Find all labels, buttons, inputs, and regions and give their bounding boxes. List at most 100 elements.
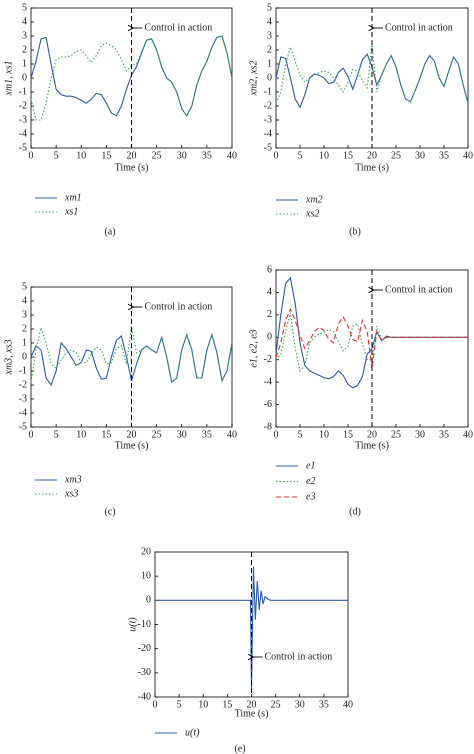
x-tick-label: 15 bbox=[222, 699, 232, 710]
legend-label: xm3 bbox=[64, 474, 82, 485]
y-tick-label: -6 bbox=[264, 399, 272, 410]
x-axis-label: Time (s) bbox=[115, 440, 149, 451]
panel-caption: (e) bbox=[234, 743, 245, 754]
panel-caption: (a) bbox=[104, 226, 115, 237]
y-tick-label: -5 bbox=[19, 421, 27, 432]
y-tick-label: -2 bbox=[19, 100, 27, 111]
y-tick-label: 20 bbox=[141, 546, 151, 557]
legend-label: xs1 bbox=[64, 206, 78, 217]
x-tick-label: 25 bbox=[152, 429, 162, 440]
x-tick-label: 30 bbox=[177, 429, 187, 440]
y-tick-label: 5 bbox=[22, 281, 27, 292]
y-tick-label: 0 bbox=[22, 72, 27, 83]
y-axis-label: e1, e2, e3 bbox=[248, 329, 259, 367]
y-tick-label: 4 bbox=[22, 295, 27, 306]
panel-caption: (c) bbox=[104, 506, 115, 517]
x-tick-label: 0 bbox=[153, 699, 158, 710]
y-tick-label: 5 bbox=[267, 2, 272, 13]
x-tick-label: 40 bbox=[227, 429, 237, 440]
x-tick-label: 0 bbox=[29, 150, 34, 161]
y-tick-label: -30 bbox=[138, 667, 151, 678]
series-line bbox=[155, 566, 348, 693]
y-tick-label: -1 bbox=[19, 86, 27, 97]
y-tick-label: 4 bbox=[267, 287, 272, 298]
y-tick-label: -4 bbox=[264, 128, 272, 139]
y-tick-label: -20 bbox=[138, 643, 151, 654]
y-tick-label: -2 bbox=[19, 379, 27, 390]
y-tick-label: -3 bbox=[264, 114, 272, 125]
y-tick-label: 2 bbox=[22, 323, 27, 334]
x-tick-label: 40 bbox=[227, 150, 237, 161]
y-tick-label: -4 bbox=[19, 407, 27, 418]
y-tick-label: 4 bbox=[267, 16, 272, 27]
legend-label: xm1 bbox=[64, 192, 82, 203]
x-tick-label: 0 bbox=[274, 150, 279, 161]
y-tick-label: 2 bbox=[267, 309, 272, 320]
x-tick-label: 15 bbox=[343, 150, 353, 161]
legend-label: u(t) bbox=[185, 727, 200, 738]
x-tick-label: 15 bbox=[343, 429, 353, 440]
annotation: Control in action bbox=[385, 22, 453, 33]
y-tick-label: 3 bbox=[267, 30, 272, 41]
x-tick-label: 20 bbox=[127, 150, 137, 161]
annotation: Control in action bbox=[265, 651, 333, 662]
y-tick-label: 0 bbox=[267, 332, 272, 343]
x-tick-label: 0 bbox=[274, 429, 279, 440]
x-tick-label: 15 bbox=[101, 429, 111, 440]
x-tick-label: 10 bbox=[76, 150, 86, 161]
x-tick-label: 10 bbox=[319, 429, 329, 440]
x-axis-label: Time (s) bbox=[355, 162, 389, 173]
y-tick-label: -1 bbox=[264, 86, 272, 97]
y-tick-label: 5 bbox=[22, 2, 27, 13]
x-axis-label: Time (s) bbox=[115, 162, 149, 173]
x-tick-label: 40 bbox=[343, 699, 353, 710]
y-tick-label: -4 bbox=[264, 376, 272, 387]
y-tick-label: -10 bbox=[138, 619, 151, 630]
legend-label: xm2 bbox=[305, 194, 323, 205]
legend-label: e2 bbox=[306, 476, 315, 487]
x-tick-label: 25 bbox=[271, 699, 281, 710]
x-tick-label: 25 bbox=[391, 429, 401, 440]
x-tick-label: 40 bbox=[463, 429, 473, 440]
y-tick-label: -2 bbox=[264, 100, 272, 111]
x-tick-label: 5 bbox=[54, 429, 59, 440]
y-tick-label: 6 bbox=[267, 264, 272, 275]
y-tick-label: 2 bbox=[22, 44, 27, 55]
x-axis-label: Time (s) bbox=[355, 440, 389, 451]
x-tick-label: 35 bbox=[439, 429, 449, 440]
x-tick-label: 20 bbox=[367, 429, 377, 440]
x-tick-label: 10 bbox=[319, 150, 329, 161]
y-tick-label: -2 bbox=[264, 354, 272, 365]
x-tick-label: 30 bbox=[295, 699, 305, 710]
y-axis-label: xm3, xs3 bbox=[3, 340, 14, 376]
y-tick-label: 0 bbox=[22, 351, 27, 362]
series-line bbox=[30, 35, 233, 121]
x-tick-label: 35 bbox=[439, 150, 449, 161]
y-tick-label: 1 bbox=[22, 337, 27, 348]
y-tick-label: -8 bbox=[264, 421, 272, 432]
annotation: Control in action bbox=[145, 301, 213, 312]
y-tick-label: 0 bbox=[146, 595, 151, 606]
series-line bbox=[30, 332, 233, 387]
x-tick-label: 40 bbox=[463, 150, 473, 161]
y-tick-label: -4 bbox=[19, 128, 27, 139]
y-axis-label: xm1, xs1 bbox=[3, 61, 14, 97]
y-tick-label: 1 bbox=[267, 58, 272, 69]
x-tick-label: 10 bbox=[76, 429, 86, 440]
y-tick-label: -5 bbox=[264, 142, 272, 153]
x-tick-label: 5 bbox=[177, 699, 182, 710]
x-axis-label: Time (s) bbox=[235, 708, 269, 719]
y-tick-label: 1 bbox=[22, 58, 27, 69]
panel-caption: (b) bbox=[349, 226, 361, 237]
y-tick-label: 4 bbox=[22, 16, 27, 27]
series-line bbox=[275, 307, 468, 369]
legend-label: e3 bbox=[306, 491, 315, 502]
y-tick-label: 0 bbox=[267, 72, 272, 83]
x-tick-label: 35 bbox=[319, 699, 329, 710]
x-tick-label: 0 bbox=[29, 429, 34, 440]
annotation: Control in action bbox=[145, 22, 213, 33]
x-tick-label: 5 bbox=[298, 429, 303, 440]
x-tick-label: 20 bbox=[367, 150, 377, 161]
legend-label: xs3 bbox=[64, 488, 78, 499]
